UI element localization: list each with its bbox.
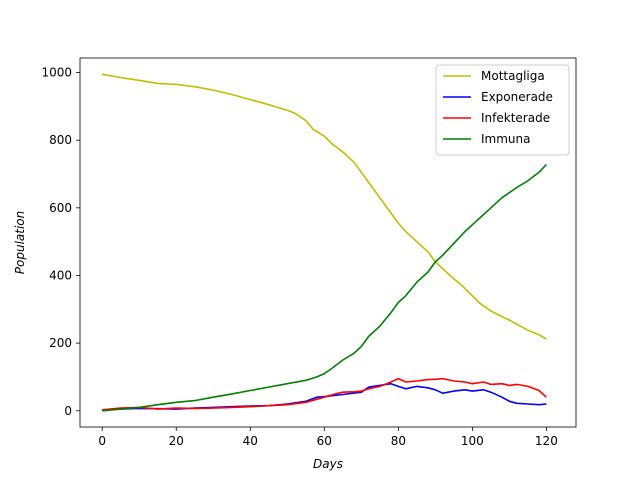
- legend: Mottagliga Exponerade Infekterade Immuna: [435, 64, 570, 156]
- x-tick-label: 80: [391, 434, 406, 448]
- x-tick-label: 40: [243, 434, 258, 448]
- x-tick-label: 100: [461, 434, 484, 448]
- series-layer: [102, 73, 547, 412]
- y-tick-label: 800: [49, 133, 72, 147]
- y-tick-label: 1000: [41, 66, 72, 80]
- legend-label: Infekterade: [481, 111, 550, 125]
- legend-box: [435, 64, 570, 156]
- y-tick-label: 400: [49, 268, 72, 282]
- y-axis-label: Population: [13, 211, 27, 274]
- y-axis: 0 200 400 600 800 1000: [41, 66, 80, 418]
- legend-label: Immuna: [481, 132, 530, 146]
- plot-frame: [79, 57, 577, 428]
- x-axis-label: Days: [313, 457, 343, 471]
- x-tick-label: 0: [98, 434, 106, 448]
- series-line-immuna: [102, 163, 547, 412]
- series-line-mottagliga: [102, 73, 547, 340]
- x-axis: 0 20 40 60 80 100 120: [98, 427, 558, 448]
- series-line-infekterade: [102, 377, 547, 411]
- legend-label: Exponerade: [481, 90, 553, 104]
- legend-label: Mottagliga: [481, 69, 545, 83]
- y-tick-label: 200: [49, 336, 72, 350]
- x-tick-label: 20: [169, 434, 184, 448]
- x-tick-label: 120: [535, 434, 558, 448]
- y-tick-label: 600: [49, 201, 72, 215]
- y-tick-label: 0: [64, 404, 72, 418]
- x-tick-label: 60: [317, 434, 332, 448]
